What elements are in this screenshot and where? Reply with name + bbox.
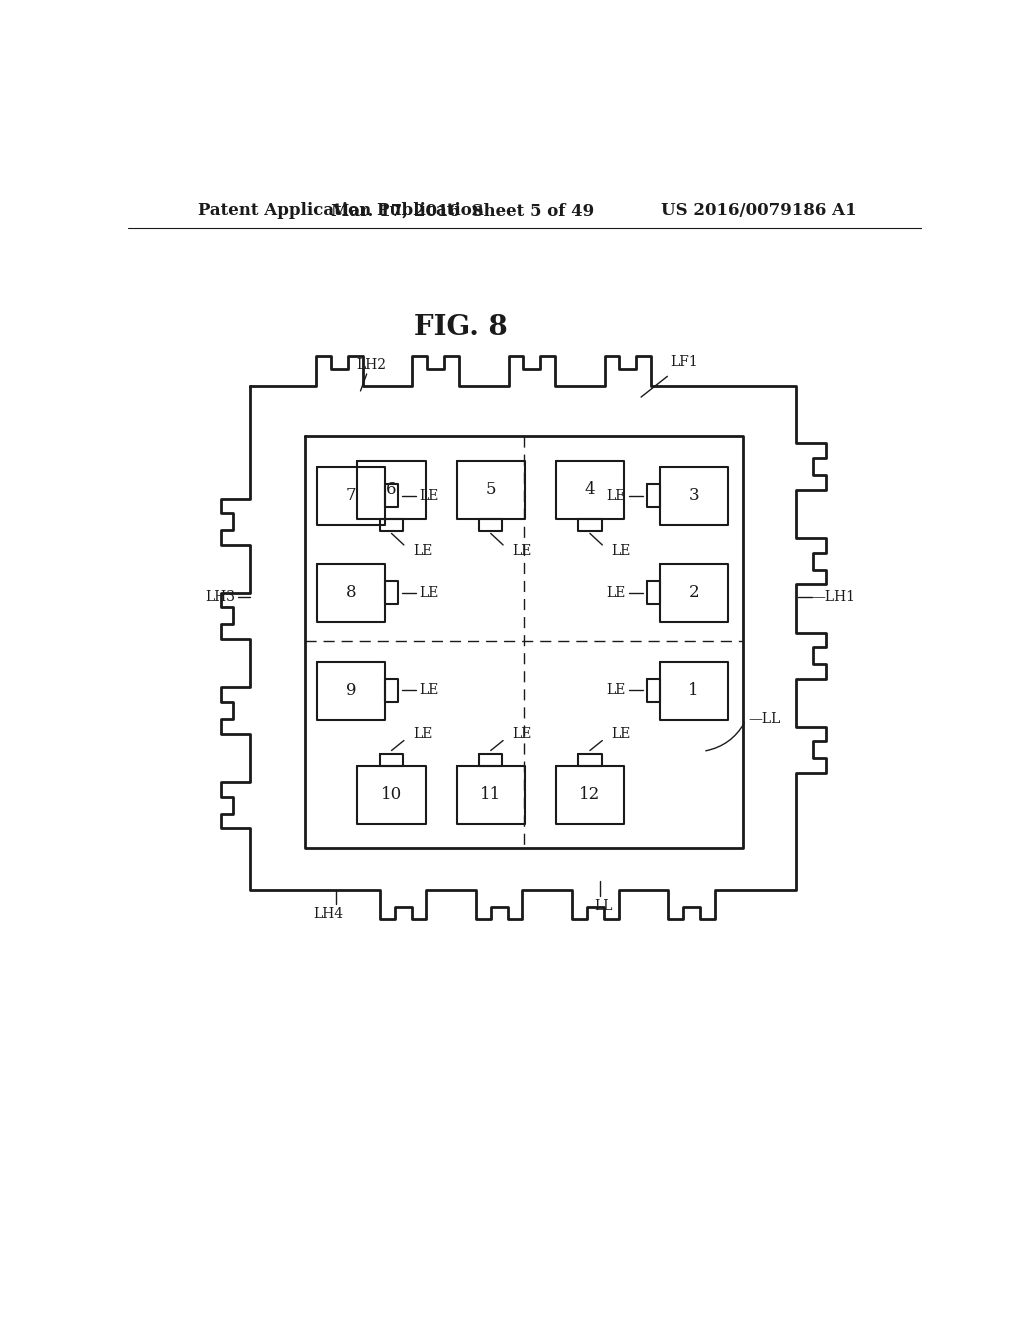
Text: LE: LE <box>606 684 626 697</box>
Text: LL: LL <box>595 899 613 913</box>
Text: Mar. 17, 2016  Sheet 5 of 49: Mar. 17, 2016 Sheet 5 of 49 <box>331 202 594 219</box>
Text: 2: 2 <box>688 585 699 601</box>
Text: LE: LE <box>420 684 438 697</box>
Text: LH4: LH4 <box>313 907 343 921</box>
Text: LE: LE <box>414 544 432 558</box>
Text: LE: LE <box>512 727 531 742</box>
Text: 7: 7 <box>346 487 356 504</box>
Text: 3: 3 <box>688 487 699 504</box>
Text: LE: LE <box>414 727 432 742</box>
Text: LE: LE <box>420 488 438 503</box>
Text: 12: 12 <box>580 785 600 803</box>
Text: 6: 6 <box>386 480 396 498</box>
Text: 11: 11 <box>480 785 502 803</box>
Text: LH2: LH2 <box>356 358 387 372</box>
Text: 5: 5 <box>485 480 496 498</box>
Text: LE: LE <box>420 586 438 599</box>
Text: 10: 10 <box>381 785 402 803</box>
Text: —LL: —LL <box>748 711 780 726</box>
Text: 8: 8 <box>346 585 356 601</box>
Text: FIG. 8: FIG. 8 <box>415 314 508 342</box>
Text: LH3: LH3 <box>205 590 234 605</box>
Text: LE: LE <box>512 544 531 558</box>
Text: LE: LE <box>611 727 631 742</box>
Text: LE: LE <box>606 488 626 503</box>
Text: US 2016/0079186 A1: US 2016/0079186 A1 <box>660 202 856 219</box>
Text: LE: LE <box>611 544 631 558</box>
Text: 9: 9 <box>346 682 356 700</box>
Text: Patent Application Publication: Patent Application Publication <box>198 202 483 219</box>
Text: 4: 4 <box>585 480 595 498</box>
Text: LF1: LF1 <box>671 355 698 370</box>
Text: —LH1: —LH1 <box>812 590 855 605</box>
Text: LE: LE <box>606 586 626 599</box>
Text: 1: 1 <box>688 682 699 700</box>
